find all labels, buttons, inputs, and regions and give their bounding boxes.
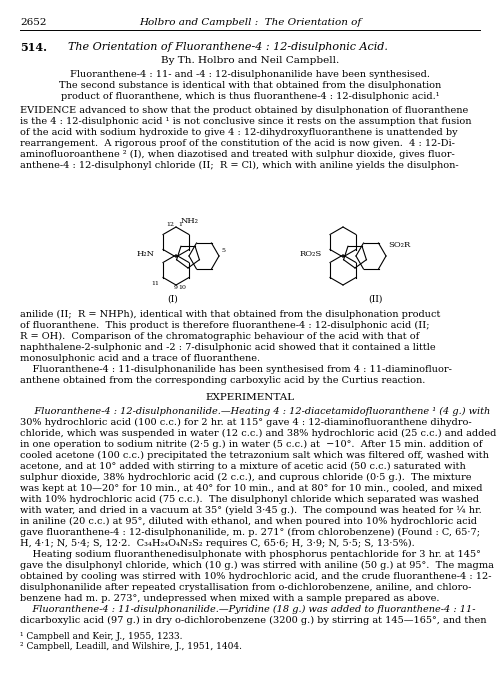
Text: (II): (II) bbox=[368, 295, 382, 304]
Text: chloride, which was suspended in water (12 c.c.) and 38% hydrochloric acid (25 c: chloride, which was suspended in water (… bbox=[20, 429, 496, 438]
Text: ² Campbell, Leadill, and Wilshire, J., 1951, 1404.: ² Campbell, Leadill, and Wilshire, J., 1… bbox=[20, 642, 242, 651]
Text: disulphonanilide after repeated crystallisation from o-dichlorobenzene, aniline,: disulphonanilide after repeated crystall… bbox=[20, 583, 471, 592]
Text: Holbro and Campbell :  The Orientation of: Holbro and Campbell : The Orientation of bbox=[139, 18, 361, 27]
Text: H, 4·1; N, 5·4; S, 12·2.  C₃₄H₂₄O₄N₂S₂ requires C, 65·6; H, 3·9; N, 5·5; S, 13·5: H, 4·1; N, 5·4; S, 12·2. C₃₄H₂₄O₄N₂S₂ re… bbox=[20, 539, 415, 548]
Text: The Orientation of Fluoranthene-4 : 12-disulphonic Acid.: The Orientation of Fluoranthene-4 : 12-d… bbox=[68, 42, 388, 52]
Text: benzene had m. p. 273°, undepressed when mixed with a sample prepared as above.: benzene had m. p. 273°, undepressed when… bbox=[20, 594, 440, 603]
Text: acetone, and at 10° added with stirring to a mixture of acetic acid (50 c.c.) sa: acetone, and at 10° added with stirring … bbox=[20, 462, 466, 471]
Text: Fluoranthene-4 : 11- and -4 : 12-disulphonanilide have been synthesised.: Fluoranthene-4 : 11- and -4 : 12-disulph… bbox=[70, 70, 430, 79]
Text: ¹ Campbell and Keir, J., 1955, 1233.: ¹ Campbell and Keir, J., 1955, 1233. bbox=[20, 632, 182, 641]
Text: R = OH).  Comparison of the chromatographic behaviour of the acid with that of: R = OH). Comparison of the chromatograph… bbox=[20, 332, 419, 341]
Text: gave the disulphonyl chloride, which (10 g.) was stirred with aniline (50 g.) at: gave the disulphonyl chloride, which (10… bbox=[20, 561, 494, 570]
Text: 30% hydrochloric acid (100 c.c.) for 2 hr. at 115° gave 4 : 12-diaminofluoranthe: 30% hydrochloric acid (100 c.c.) for 2 h… bbox=[20, 418, 471, 427]
Text: Fluoranthene-4 : 11-disulphonanilide has been synthesised from 4 : 11-diaminoflu: Fluoranthene-4 : 11-disulphonanilide has… bbox=[20, 365, 452, 374]
Text: monosulphonic acid and a trace of fluoranthene.: monosulphonic acid and a trace of fluora… bbox=[20, 354, 260, 363]
Text: is the 4 : 12-disulphonic acid ¹ is not conclusive since it rests on the assumpt: is the 4 : 12-disulphonic acid ¹ is not … bbox=[20, 117, 471, 126]
Text: (I): (I) bbox=[168, 295, 178, 304]
Text: 514.: 514. bbox=[20, 42, 47, 53]
Text: anthene obtained from the corresponding carboxylic acid by the Curtius reaction.: anthene obtained from the corresponding … bbox=[20, 376, 426, 385]
Text: Fluoranthene-4 : 11-disulphonanilide.—Pyridine (18 g.) was added to fluoranthene: Fluoranthene-4 : 11-disulphonanilide.—Py… bbox=[20, 605, 475, 614]
Text: H₂N: H₂N bbox=[137, 250, 155, 258]
Text: of fluoranthene.  This product is therefore fluoranthene-4 : 12-disulphonic acid: of fluoranthene. This product is therefo… bbox=[20, 321, 430, 330]
Text: By Th. Holbro and Neil Campbell.: By Th. Holbro and Neil Campbell. bbox=[161, 56, 339, 65]
Text: EVIDENCE advanced to show that the product obtained by disulphonation of fluoran: EVIDENCE advanced to show that the produ… bbox=[20, 106, 468, 115]
Text: Heating sodium fluoranthenedisulphonate with phosphorus pentachloride for 3 hr. : Heating sodium fluoranthenedisulphonate … bbox=[20, 550, 481, 559]
Text: product of fluoranthene, which is thus fluoranthene-4 : 12-disulphonic acid.¹: product of fluoranthene, which is thus f… bbox=[60, 92, 440, 101]
Text: in one operation to sodium nitrite (2·5 g.) in water (5 c.c.) at  −10°.  After 1: in one operation to sodium nitrite (2·5 … bbox=[20, 440, 482, 449]
Text: sulphur dioxide, 38% hydrochloric acid (2 c.c.), and cuprous chloride (0·5 g.). : sulphur dioxide, 38% hydrochloric acid (… bbox=[20, 473, 471, 482]
Text: anthene-4 : 12-disulphonyl chloride (II;  R = Cl), which with aniline yields the: anthene-4 : 12-disulphonyl chloride (II;… bbox=[20, 161, 458, 170]
Text: 12: 12 bbox=[166, 223, 174, 227]
Text: NH₂: NH₂ bbox=[181, 217, 199, 225]
Text: with 10% hydrochloric acid (75 c.c.).  The disulphonyl chloride which separated : with 10% hydrochloric acid (75 c.c.). Th… bbox=[20, 495, 479, 504]
Text: cooled acetone (100 c.c.) precipitated the tetrazonium salt which was filtered o: cooled acetone (100 c.c.) precipitated t… bbox=[20, 451, 489, 460]
Text: SO₂R: SO₂R bbox=[388, 241, 410, 249]
Text: rearrangement.  A rigorous proof of the constitution of the acid is now given.  : rearrangement. A rigorous proof of the c… bbox=[20, 139, 455, 148]
Text: 1: 1 bbox=[178, 223, 182, 227]
Text: of the acid with sodium hydroxide to give 4 : 12-dihydroxyfluoranthene is unatte: of the acid with sodium hydroxide to giv… bbox=[20, 128, 458, 137]
Text: gave fluoranthene-4 : 12-disulphonanilide, m. p. 271° (from chlorobenzene) (Foun: gave fluoranthene-4 : 12-disulphonanilid… bbox=[20, 528, 480, 537]
Text: obtained by cooling was stirred with 10% hydrochloric acid, and the crude fluora: obtained by cooling was stirred with 10%… bbox=[20, 572, 492, 581]
Text: 2652: 2652 bbox=[20, 18, 46, 27]
Text: 10: 10 bbox=[178, 285, 186, 289]
Text: 9: 9 bbox=[174, 285, 178, 289]
Text: in aniline (20 c.c.) at 95°, diluted with ethanol, and when poured into 10% hydr: in aniline (20 c.c.) at 95°, diluted wit… bbox=[20, 517, 477, 526]
Text: with water, and dried in a vacuum at 35° (yield 3·45 g.).  The compound was heat: with water, and dried in a vacuum at 35°… bbox=[20, 506, 482, 515]
Text: Fluoranthene‑4 : 12-disulphonanilide.—Heating 4 : 12-diacetamidofluoranthene ¹ (: Fluoranthene‑4 : 12-disulphonanilide.—He… bbox=[20, 407, 490, 416]
Text: was kept at 10—20° for 10 min., at 40° for 10 min., and at 80° for 10 min., cool: was kept at 10—20° for 10 min., at 40° f… bbox=[20, 484, 482, 493]
Text: The second substance is identical with that obtained from the disulphonation: The second substance is identical with t… bbox=[59, 81, 441, 90]
Text: RO₂S: RO₂S bbox=[300, 250, 322, 258]
Text: naphthalene-2-sulphonic and -2 : 7-disulphonic acid showed that it contained a l: naphthalene-2-sulphonic and -2 : 7-disul… bbox=[20, 343, 436, 352]
Text: 11: 11 bbox=[151, 280, 159, 285]
Text: dicarboxylic acid (97 g.) in dry o-dichlorobenzene (3200 g.) by stirring at 145—: dicarboxylic acid (97 g.) in dry o-dichl… bbox=[20, 616, 486, 625]
Text: aminofluoroanthene ² (I), when diazotised and treated with sulphur dioxide, give: aminofluoroanthene ² (I), when diazotise… bbox=[20, 150, 455, 159]
Text: 5: 5 bbox=[221, 248, 225, 253]
Text: EXPERIMENTAL: EXPERIMENTAL bbox=[206, 393, 294, 402]
Text: anilide (II;  R = NHPh), identical with that obtained from the disulphonation pr: anilide (II; R = NHPh), identical with t… bbox=[20, 310, 440, 319]
